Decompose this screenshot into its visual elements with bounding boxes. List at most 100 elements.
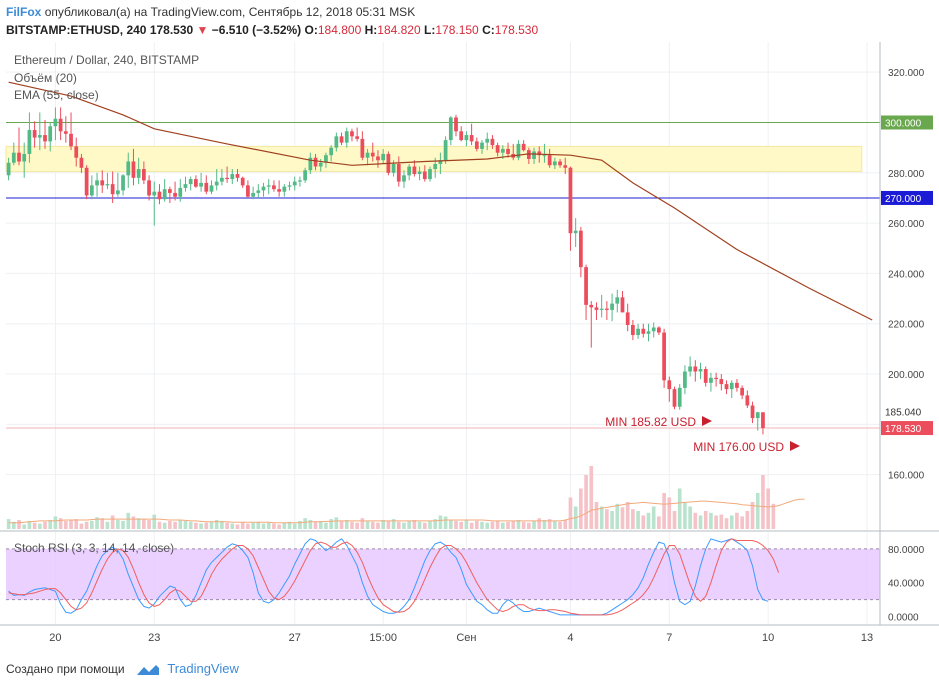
candle-body-55 <box>292 181 297 186</box>
high-value: 184.820 <box>377 23 421 37</box>
candle-body-137 <box>719 379 724 385</box>
volume-bar-1 <box>11 521 16 529</box>
volume-bar-72 <box>381 520 385 529</box>
candle-body-38 <box>204 182 209 192</box>
volume-bar-91 <box>480 521 484 529</box>
candle-body-1 <box>11 152 16 163</box>
volume-bar-145 <box>761 475 765 529</box>
resistance-zone <box>5 145 863 173</box>
volume-bar-71 <box>376 522 380 529</box>
level-300-tag: 300.000 <box>885 118 922 129</box>
candle-body-32 <box>173 192 177 197</box>
candle-body-59 <box>313 157 318 167</box>
chart-area[interactable]: 320.000280.000260.000240.000220.000200.0… <box>0 42 939 656</box>
candle-body-10 <box>58 118 63 132</box>
volume-bar-97 <box>511 520 516 529</box>
volume-bar-121 <box>636 511 640 529</box>
candle-body-71 <box>376 156 380 161</box>
price-tick-6: 200.000 <box>888 370 925 381</box>
volume-bar-105 <box>553 520 557 529</box>
price-axis[interactable]: 320.000 280.000 260.000 240.000 220.000 200.0… <box>881 68 933 624</box>
time-axis[interactable]: 20 23 27 15:00 Сен 4 7 10 13 <box>49 632 873 644</box>
candle-body-0 <box>6 162 11 176</box>
candle-body-86 <box>454 117 458 132</box>
volume-bar-60 <box>318 520 323 529</box>
candle-body-5 <box>32 130 37 138</box>
candle-body-82 <box>433 164 438 170</box>
candle-body-42 <box>225 177 229 180</box>
volume-bar-86 <box>454 520 458 529</box>
volume-bar-11 <box>64 520 68 529</box>
volume-bar-83 <box>438 515 443 529</box>
volume-bar-114 <box>599 506 604 529</box>
volume-bar-59 <box>313 521 318 529</box>
candle-body-94 <box>495 145 500 153</box>
volume-bar-118 <box>620 507 625 529</box>
volume-bar-125 <box>657 516 661 529</box>
candle-body-60 <box>318 162 323 167</box>
candle-body-128 <box>672 389 677 407</box>
volume-bar-88 <box>464 520 469 529</box>
level-270-tag: 270.000 <box>885 194 922 205</box>
candle-body-102 <box>537 151 542 156</box>
time-tick-0: 20 <box>49 632 61 644</box>
ema-line <box>8 81 873 321</box>
volume-bar-133 <box>698 515 703 529</box>
candle-body-122 <box>641 328 646 334</box>
candle-body-109 <box>573 230 578 234</box>
candle-body-75 <box>396 164 401 182</box>
volume-bar-47 <box>251 522 255 529</box>
volume-bar-57 <box>303 518 307 529</box>
candle-body-140 <box>735 382 739 388</box>
volume-bar-143 <box>750 502 755 529</box>
volume-bar-10 <box>58 518 63 529</box>
candle-body-46 <box>246 185 250 197</box>
volume-bar-43 <box>230 523 235 529</box>
volume-bar-44 <box>235 524 240 529</box>
candle-body-76 <box>402 175 406 182</box>
volume-bar-65 <box>344 520 349 529</box>
volume-bar-2 <box>17 520 21 529</box>
author-name[interactable]: FilFox <box>6 5 42 19</box>
volume-bar-50 <box>266 522 271 529</box>
volume-bar-142 <box>745 511 750 529</box>
candle-body-3 <box>22 153 27 162</box>
volume-bar-9 <box>53 516 58 529</box>
volume-bar-15 <box>84 521 89 529</box>
candle-body-88 <box>464 135 469 141</box>
price-tick-3: 260.000 <box>888 219 925 230</box>
candle-body-80 <box>422 171 427 180</box>
candle-body-69 <box>365 152 370 158</box>
close-value: 178.530 <box>494 23 539 37</box>
high-label: H: <box>364 23 378 37</box>
stoch-tick-0: 80.0000 <box>888 545 925 556</box>
candle-body-91 <box>480 142 484 149</box>
tradingview-link[interactable]: TradingView <box>167 661 239 676</box>
tradingview-logo-icon[interactable] <box>136 663 160 677</box>
volume-bar-62 <box>329 519 333 529</box>
candle-body-7 <box>43 135 47 142</box>
candle-body-119 <box>625 312 630 325</box>
candle-body-108 <box>568 167 573 234</box>
volume-bar-73 <box>386 520 391 529</box>
close-label: C: <box>482 23 495 37</box>
candle-body-85 <box>448 117 453 141</box>
candle-body-98 <box>516 143 521 158</box>
volume-bar-90 <box>474 520 479 529</box>
candle-body-87 <box>459 131 464 141</box>
candle-body-27 <box>147 180 151 196</box>
candle-body-66 <box>350 131 354 137</box>
candle-body-139 <box>729 382 734 390</box>
volume-bar-33 <box>178 520 183 529</box>
candle-body-63 <box>334 136 339 148</box>
candle-body-101 <box>532 151 536 159</box>
volume-bar-25 <box>136 518 141 529</box>
volume-bar-99 <box>521 521 526 529</box>
volume-bar-128 <box>672 511 677 529</box>
level-270-tag-bg <box>881 190 933 205</box>
time-tick-7: 10 <box>762 632 774 644</box>
candle-body-49 <box>261 186 266 191</box>
price-tick-8: 160.000 <box>888 471 925 482</box>
volume-bar-130 <box>683 502 687 529</box>
down-arrow-icon: ▼ <box>196 23 209 37</box>
